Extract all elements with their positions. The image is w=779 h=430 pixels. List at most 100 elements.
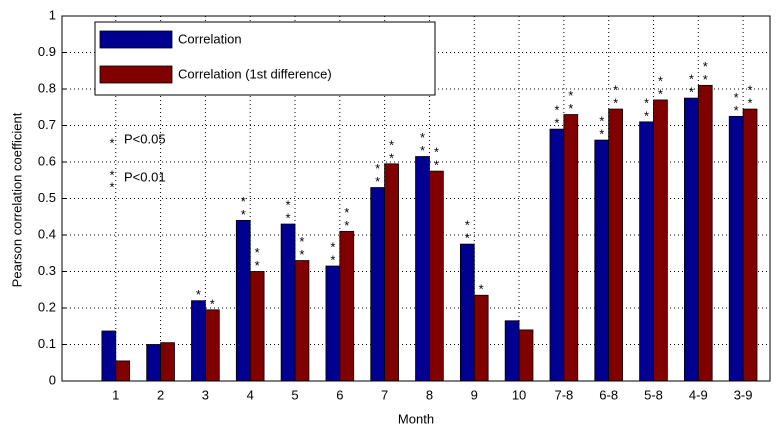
significance-star: * — [330, 252, 335, 267]
bar — [339, 230, 355, 382]
x-tick-label: 5 — [291, 387, 298, 402]
bar — [549, 128, 565, 382]
legend-swatch — [99, 65, 173, 84]
bar — [653, 99, 668, 382]
legend-label: Correlation (1st difference) — [178, 66, 332, 81]
significance-star: * — [748, 96, 753, 111]
significance-star: * — [554, 103, 559, 118]
x-tick-label: 3 — [202, 387, 209, 402]
y-tick-label: 0.8 — [38, 80, 56, 95]
x-tick-label: 3-9 — [734, 387, 753, 402]
significance-star: * — [644, 108, 649, 123]
bar — [249, 271, 265, 382]
significance-star: * — [689, 85, 694, 100]
annotation-label: P<0.01 — [124, 169, 166, 184]
bar — [160, 342, 175, 382]
axes-box — [61, 15, 771, 382]
significance-star: * — [344, 205, 349, 220]
x-tick-label: 4 — [247, 387, 254, 402]
y-tick-label: 0.5 — [38, 190, 56, 205]
bar — [639, 121, 654, 382]
significance-star: * — [255, 245, 260, 260]
significance-star: * — [286, 210, 291, 225]
legend-label: Correlation — [178, 31, 242, 46]
bar — [504, 320, 520, 382]
x-tick-label: 9 — [471, 387, 478, 402]
bar — [191, 300, 206, 382]
significance-star: * — [375, 174, 380, 189]
y-tick-label: 0 — [49, 372, 56, 387]
significance-star: * — [299, 234, 304, 249]
y-tick-label: 0.2 — [38, 299, 56, 314]
significance-star: * — [434, 158, 439, 173]
significance-star: * — [703, 72, 708, 87]
bar — [235, 219, 251, 382]
bar — [563, 114, 579, 382]
x-tick-label: 6-8 — [599, 387, 618, 402]
significance-star: * — [658, 86, 663, 101]
bar — [294, 260, 310, 382]
x-tick-label: 2 — [157, 387, 164, 402]
x-axis-label: Month — [398, 411, 434, 426]
x-tick-label: 7-8 — [554, 387, 573, 402]
y-tick-label: 0.3 — [38, 263, 56, 278]
significance-star: * — [241, 194, 246, 209]
bar — [370, 187, 386, 382]
significance-star: * — [689, 72, 694, 87]
bar — [280, 223, 296, 382]
significance-star: * — [210, 296, 215, 311]
bar — [325, 265, 341, 382]
y-tick-label: 0.1 — [38, 336, 56, 351]
x-tick-label: 8 — [426, 387, 433, 402]
y-tick-label: 0.7 — [38, 117, 56, 132]
bar — [728, 115, 744, 382]
significance-star: * — [299, 247, 304, 262]
significance-star: * — [420, 143, 425, 158]
y-tick-label: 0.9 — [38, 44, 56, 59]
significance-star: * — [568, 101, 573, 116]
bar — [115, 360, 131, 382]
bar — [473, 294, 489, 382]
significance-star: * — [286, 197, 291, 212]
annotation-star: * — [109, 135, 114, 150]
significance-star: * — [465, 231, 470, 246]
significance-star: * — [613, 83, 618, 98]
bar — [594, 139, 610, 382]
significance-star: * — [644, 95, 649, 110]
significance-star: * — [748, 83, 753, 98]
significance-star: * — [241, 207, 246, 222]
annotation-star: * — [109, 167, 114, 182]
annotation-label: P<0.05 — [124, 131, 166, 146]
x-tick-label: 1 — [112, 387, 119, 402]
significance-star: * — [344, 218, 349, 233]
y-tick-label: 0.6 — [38, 153, 56, 168]
annotation-star: * — [109, 179, 114, 194]
significance-star: * — [703, 59, 708, 74]
significance-star: * — [568, 88, 573, 103]
bar — [459, 243, 475, 382]
significance-star: * — [434, 145, 439, 160]
bar — [518, 329, 534, 382]
x-tick-label: 5-8 — [644, 387, 663, 402]
significance-star: * — [599, 127, 604, 142]
legend-swatch — [99, 30, 173, 49]
y-tick-label: 0.4 — [38, 226, 56, 241]
significance-star: * — [599, 114, 604, 129]
bar — [742, 108, 758, 382]
bar — [429, 170, 444, 382]
significance-star: * — [389, 150, 394, 165]
significance-star: * — [554, 116, 559, 131]
significance-star: * — [375, 161, 380, 176]
x-tick-label: 10 — [512, 387, 526, 402]
significance-star: * — [734, 103, 739, 118]
bar — [415, 156, 430, 382]
bar — [146, 344, 161, 382]
significance-star: * — [613, 96, 618, 111]
significance-star: * — [479, 282, 484, 297]
significance-star: * — [196, 287, 201, 302]
bar — [684, 97, 699, 382]
y-tick-label: 1 — [49, 7, 56, 22]
bar — [204, 309, 220, 382]
x-tick-label: 6 — [336, 387, 343, 402]
